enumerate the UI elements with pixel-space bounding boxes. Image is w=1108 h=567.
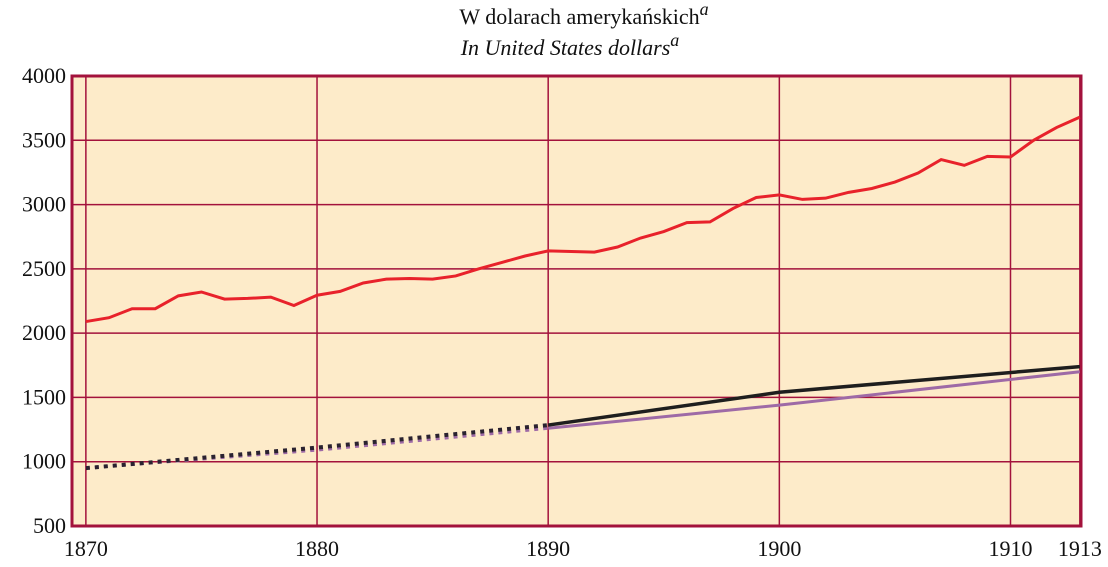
y-tick-label: 1000 <box>22 449 66 474</box>
plot-background <box>72 76 1081 526</box>
y-tick-label: 2500 <box>22 256 66 281</box>
x-tick-label: 1910 <box>988 536 1032 561</box>
series-line <box>85 115 1081 324</box>
y-tick-label: 3500 <box>22 127 66 152</box>
x-tick-label: 1880 <box>295 536 339 561</box>
x-tick-label: 1900 <box>757 536 801 561</box>
chart-title-line: W dolarach amerykańskicha <box>459 0 708 29</box>
y-tick-label: 3000 <box>22 192 66 217</box>
chart-title: W dolarach amerykańskich <box>459 4 699 29</box>
chart-subtitle-line: In United States dollarsa <box>460 30 680 60</box>
subtitle-note: a <box>670 30 679 50</box>
y-tick-label: 4000 <box>22 63 66 88</box>
y-tick-label: 500 <box>33 513 66 538</box>
x-tick-label: 1870 <box>64 536 108 561</box>
y-tick-label: 1500 <box>22 384 66 409</box>
plot-border <box>70 74 1083 528</box>
x-tick-label: 1913 <box>1058 536 1102 561</box>
y-tick-label: 2000 <box>22 320 66 345</box>
series-line <box>548 370 1081 430</box>
series-line <box>547 364 1080 427</box>
chart-subtitle: In United States dollars <box>460 35 671 60</box>
x-tick-label: 1890 <box>526 536 570 561</box>
title-note: a <box>700 0 709 19</box>
